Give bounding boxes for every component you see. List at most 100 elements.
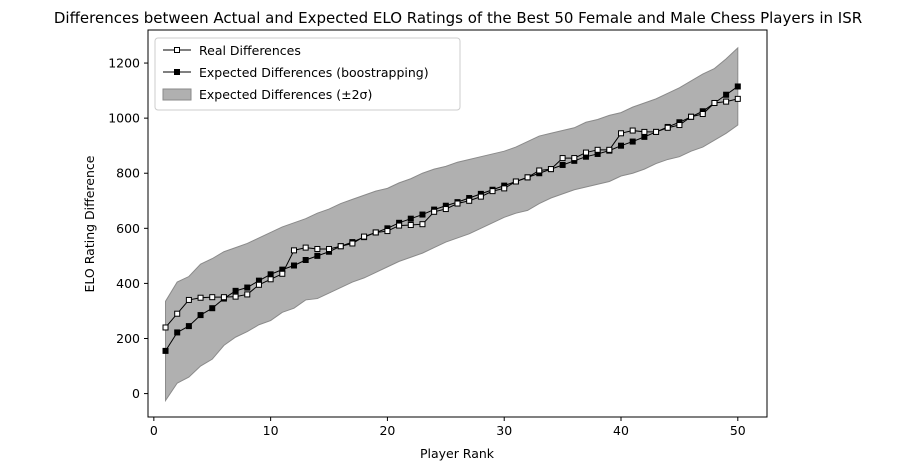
point-expected xyxy=(209,305,216,312)
legend-frame xyxy=(154,37,461,111)
y-axis-label: ELO Rating Difference xyxy=(82,155,97,292)
point-real xyxy=(571,155,578,162)
y-axis: 0 200 400 600 800 1000 1200 xyxy=(108,56,148,401)
y-tick-label: 600 xyxy=(116,221,140,236)
point-real xyxy=(699,111,706,118)
point-real xyxy=(384,228,391,235)
point-expected xyxy=(629,138,636,145)
point-real xyxy=(582,149,589,156)
point-real xyxy=(501,185,508,192)
point-real xyxy=(361,233,368,240)
point-real xyxy=(162,324,169,331)
x-tick-label: 50 xyxy=(730,423,746,438)
legend-label-real: Real Differences xyxy=(199,43,301,58)
point-real xyxy=(536,167,543,174)
y-tick-label: 400 xyxy=(116,276,140,291)
point-real xyxy=(547,166,554,173)
point-real xyxy=(477,193,484,200)
point-real xyxy=(279,270,286,277)
point-real xyxy=(676,122,683,129)
point-real xyxy=(255,281,262,288)
point-real xyxy=(466,197,473,204)
point-real xyxy=(232,293,239,300)
legend-label-expected: Expected Differences (boostrapping) xyxy=(199,65,429,80)
y-tick-label: 1200 xyxy=(108,56,140,71)
confidence-band xyxy=(165,46,739,403)
point-real xyxy=(197,294,204,301)
point-real xyxy=(431,208,438,215)
point-expected xyxy=(290,262,297,269)
point-real xyxy=(302,244,309,251)
y-tick-label: 1000 xyxy=(108,111,140,126)
point-expected xyxy=(559,161,566,168)
point-real xyxy=(664,124,671,131)
point-real xyxy=(209,294,216,301)
x-tick-label: 20 xyxy=(379,423,395,438)
point-real xyxy=(512,178,519,185)
point-real xyxy=(594,146,601,153)
point-expected xyxy=(723,91,730,98)
point-expected xyxy=(244,284,251,291)
x-tick-label: 10 xyxy=(263,423,279,438)
point-real xyxy=(653,128,660,135)
point-expected xyxy=(407,215,414,222)
point-expected xyxy=(314,252,321,259)
point-expected xyxy=(641,133,648,140)
chart-title: Differences between Actual and Expected … xyxy=(54,9,862,27)
point-real xyxy=(267,276,274,283)
point-real xyxy=(372,229,379,236)
point-real xyxy=(734,95,741,102)
point-expected xyxy=(734,83,741,90)
point-real xyxy=(349,240,356,247)
plot-area-frame xyxy=(147,29,768,418)
point-real xyxy=(688,113,695,120)
band-area xyxy=(165,46,739,403)
point-expected xyxy=(232,287,239,294)
point-real xyxy=(326,245,333,252)
point-real xyxy=(290,247,297,254)
x-axis: 0 10 20 30 40 50 xyxy=(150,417,746,438)
legend: Real Differences Expected Differences (b… xyxy=(154,37,461,111)
point-expected xyxy=(618,142,625,149)
point-real xyxy=(606,146,613,153)
point-real xyxy=(314,245,321,252)
point-real xyxy=(220,294,227,301)
point-real xyxy=(185,296,192,303)
point-real xyxy=(454,200,461,207)
x-tick-label: 30 xyxy=(496,423,512,438)
x-axis-label: Player Rank xyxy=(420,446,495,461)
point-real xyxy=(629,127,636,134)
point-real xyxy=(489,188,496,195)
point-real xyxy=(396,222,403,229)
point-real xyxy=(559,155,566,162)
point-real xyxy=(337,243,344,250)
series-layer xyxy=(162,83,741,354)
point-expected xyxy=(419,211,426,218)
legend-swatch-band xyxy=(162,88,192,101)
y-tick-label: 200 xyxy=(116,331,140,346)
point-expected xyxy=(267,271,274,278)
x-tick-label: 40 xyxy=(613,423,629,438)
point-real xyxy=(711,99,718,106)
legend-marker-real xyxy=(174,47,180,53)
y-tick-label: 800 xyxy=(116,166,140,181)
y-tick-label: 0 xyxy=(132,386,140,401)
x-tick-label: 0 xyxy=(150,423,158,438)
point-expected xyxy=(174,329,181,336)
point-real xyxy=(618,130,625,137)
point-real xyxy=(723,98,730,105)
point-expected xyxy=(302,257,309,263)
point-real xyxy=(407,222,414,229)
point-real xyxy=(244,291,251,298)
point-real xyxy=(174,310,181,317)
point-expected xyxy=(185,323,192,330)
legend-marker-expected xyxy=(174,69,180,75)
point-real xyxy=(442,206,449,213)
point-expected xyxy=(197,312,204,319)
legend-label-band: Expected Differences (±2σ) xyxy=(199,87,372,102)
point-real xyxy=(419,221,426,228)
point-expected xyxy=(162,347,169,354)
point-real xyxy=(641,128,648,135)
point-real xyxy=(524,174,531,181)
